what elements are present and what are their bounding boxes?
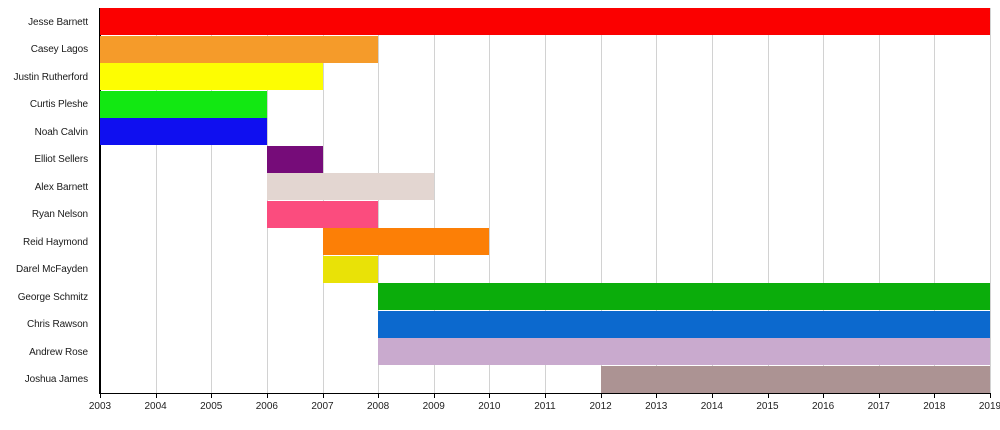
x-axis-tick-mark (266, 393, 268, 398)
category-label: Reid Haymond (23, 236, 88, 248)
x-axis-line (99, 392, 990, 394)
x-axis-tick-label: 2019 (978, 401, 1000, 412)
x-axis-tick-label: 2003 (88, 401, 112, 412)
gantt-bar (100, 35, 379, 63)
x-axis-tick-mark (433, 393, 435, 398)
gridline (823, 8, 825, 393)
category-label: Andrew Rose (29, 346, 88, 358)
gridline (600, 8, 602, 393)
x-axis-tick-label: 2008 (367, 401, 390, 412)
category-label: Chris Rawson (26, 319, 88, 330)
gridline (990, 8, 991, 393)
x-axis-tick-label: 2007 (311, 401, 334, 412)
category-label: Justin Rutherford (13, 71, 89, 83)
x-axis-tick-label: 2017 (867, 401, 890, 412)
gantt-bar (378, 283, 990, 310)
x-axis-tick-mark (211, 393, 213, 398)
x-axis-tick-label: 2015 (756, 401, 779, 412)
category-label: George Schmitz (17, 291, 88, 303)
x-axis-tick-label: 2016 (812, 401, 835, 412)
gridline (711, 8, 713, 393)
category-label: Darel McFayden (16, 264, 88, 275)
x-axis-tick-mark (767, 393, 769, 398)
gantt-bar (266, 200, 379, 228)
x-axis-tick-mark (489, 393, 491, 398)
x-axis-tick-mark (656, 393, 658, 398)
gantt-bar (266, 173, 434, 200)
x-axis-tick-mark (711, 393, 713, 398)
gantt-bar (100, 90, 267, 118)
y-axis-line (99, 8, 101, 393)
category-label: Ryan Nelson (31, 209, 88, 220)
x-axis-tick-mark (378, 393, 380, 398)
x-axis-tick-label: 2013 (645, 401, 668, 412)
category-label: Casey Lagos (30, 44, 88, 55)
gantt-bar (100, 63, 323, 90)
gridline (656, 8, 658, 393)
x-axis-tick-label: 2018 (923, 401, 946, 412)
gridline (433, 8, 435, 393)
gridline (934, 8, 936, 393)
gantt-bar (378, 338, 990, 365)
category-label: Elliot Sellers (34, 154, 88, 165)
gantt-bar (100, 8, 990, 35)
gantt-bar (322, 228, 490, 255)
gantt-bar (100, 118, 267, 145)
gantt-bar (322, 255, 379, 283)
x-axis-tick-mark (155, 393, 157, 398)
gridline (767, 8, 769, 393)
gridline (211, 8, 213, 393)
category-label: Joshua James (24, 374, 88, 385)
category-label: Jesse Barnett (28, 16, 88, 28)
gantt-bar (600, 365, 990, 393)
x-axis-tick-mark (600, 393, 602, 398)
category-label: Curtis Pleshe (29, 99, 88, 110)
x-axis-tick-label: 2011 (534, 401, 556, 412)
category-label: Alex Barnett (34, 181, 88, 193)
x-axis-tick-label: 2012 (589, 401, 612, 412)
x-axis-tick-label: 2006 (255, 401, 278, 412)
x-axis-tick-mark (990, 393, 991, 398)
category-axis-labels: Jesse Barnett Casey Lagos Justin Rutherfor… (0, 0, 96, 430)
x-axis-tick-mark (823, 393, 825, 398)
gridline (155, 8, 157, 393)
gridline (878, 8, 880, 393)
x-axis-tick-mark (545, 393, 546, 398)
x-axis-tick-label: 2009 (422, 401, 445, 412)
x-axis-tick-mark (878, 393, 880, 398)
x-axis-tick-label: 2005 (200, 401, 223, 412)
gridline (378, 8, 380, 393)
gridline (545, 8, 546, 393)
gridline (489, 8, 491, 393)
gantt-bar (378, 310, 990, 338)
x-axis-tick-mark (934, 393, 936, 398)
gantt-bar (266, 145, 323, 173)
x-axis-tick-label: 2014 (700, 401, 723, 412)
x-axis-tick-label: 2010 (478, 401, 501, 412)
x-axis-tick-label: 2004 (144, 401, 167, 412)
x-axis-tick-mark (100, 393, 101, 398)
category-label: Noah Calvin (34, 126, 88, 138)
x-axis-tick-mark (322, 393, 324, 398)
